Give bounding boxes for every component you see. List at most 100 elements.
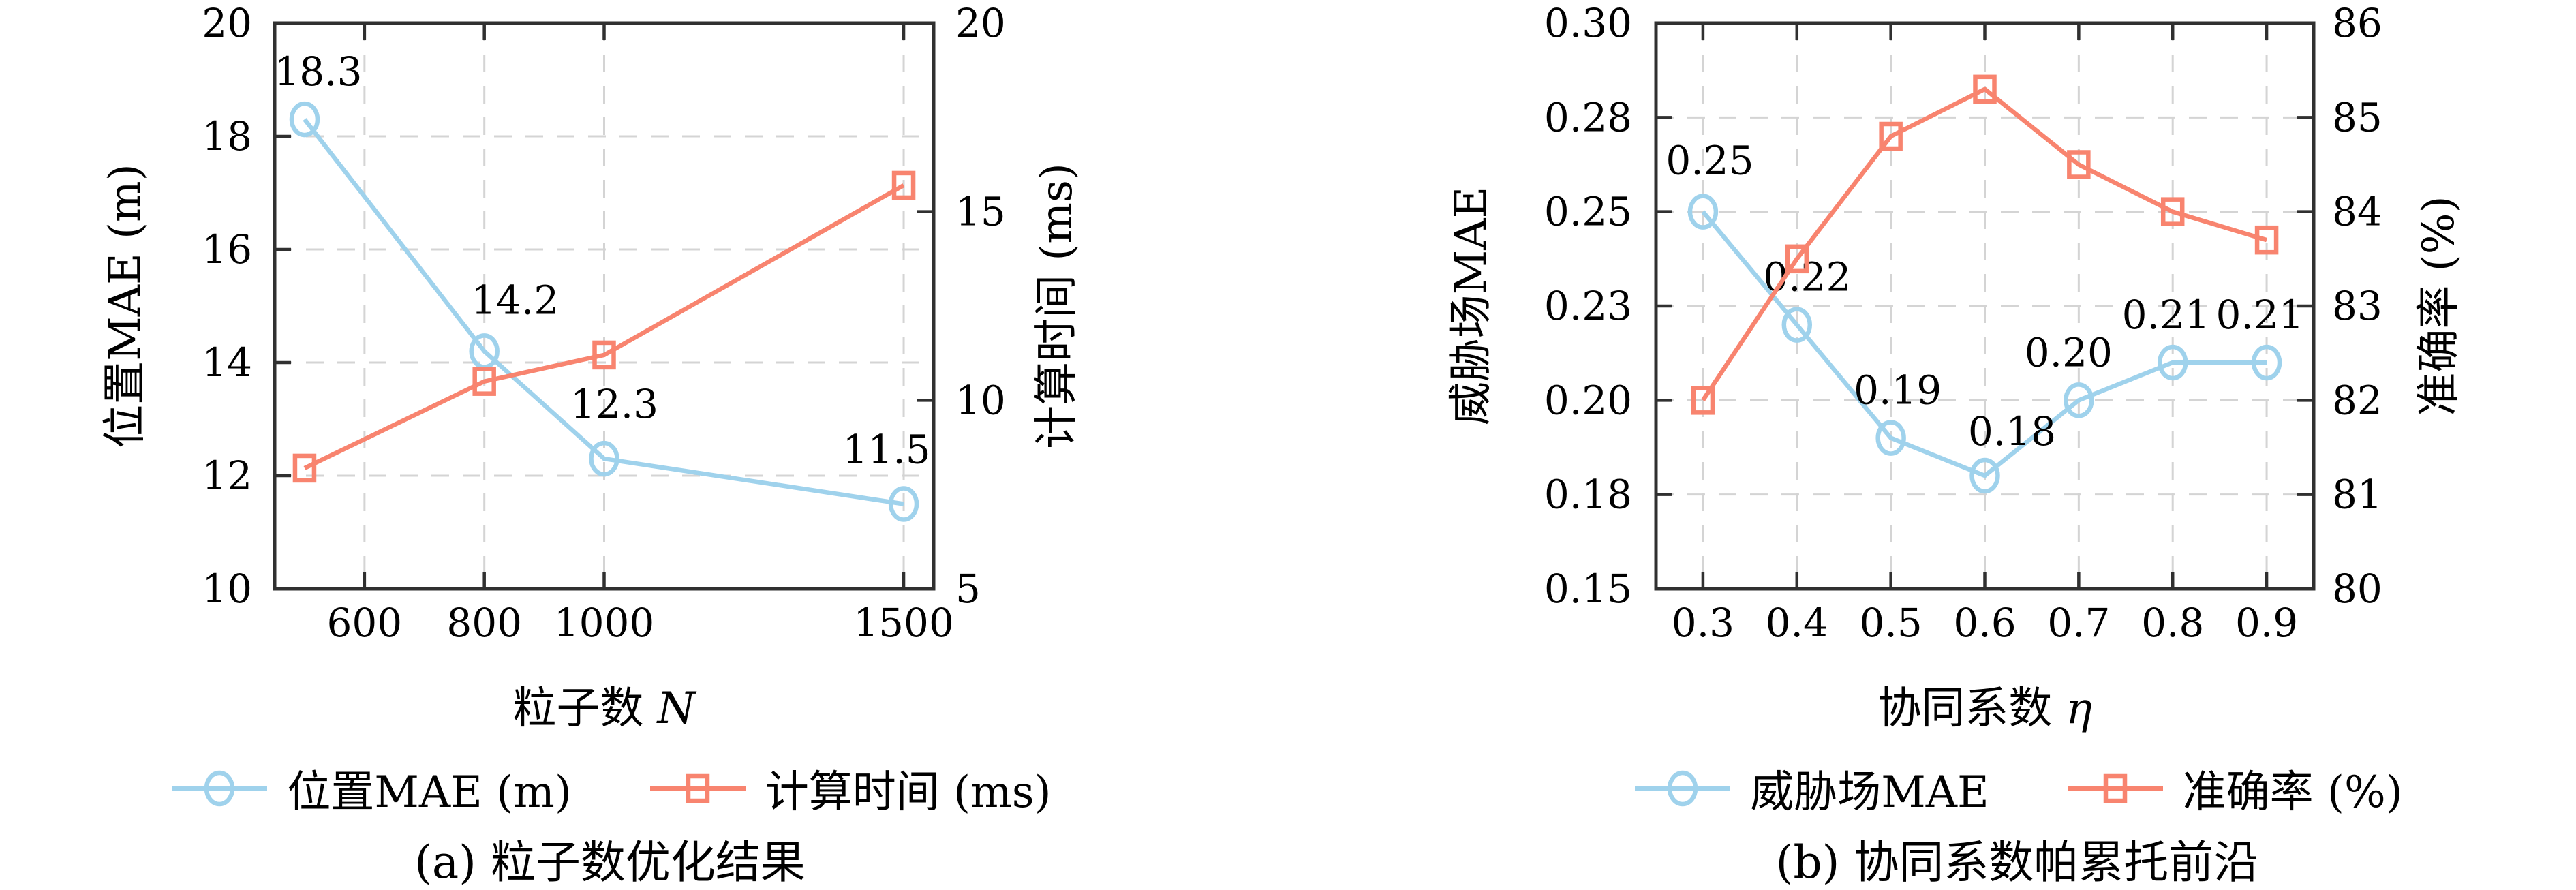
legend-item-position-mae: 位置MAE (m)	[168, 757, 572, 820]
data-point-label: 0.21	[2122, 292, 2210, 338]
chart-b-gridlines	[1656, 23, 2314, 589]
data-point-label: 12.3	[570, 381, 658, 427]
chart-b: 0.250.220.190.180.200.21 0.210.3 0.4 0.5 0.6…	[1446, 0, 2464, 646]
xlabel-a-variable: N	[657, 684, 696, 734]
y-tick-label-left: 20	[202, 0, 252, 46]
xlabel-a-text: 粒子数	[512, 684, 644, 734]
circle-marker-icon	[589, 440, 619, 477]
circle-marker-icon	[289, 101, 320, 138]
y-tick-label-right: 82	[2332, 377, 2382, 423]
y-tick-label-left: 0.23	[1544, 283, 1632, 329]
legend-label-accuracy: 准确率 (%)	[2182, 767, 2403, 818]
chart-b-xaxis-label: 协同系数 η	[1656, 680, 2314, 737]
charts-plot-area: 18.3 14.2 12.3 11.5 600 800 1000 1500 10 12 14 16 18…	[100, 0, 2464, 646]
y-tick-label-right: 81	[2332, 472, 2382, 518]
series-b-1	[1691, 74, 2279, 415]
x-tick-label: 0.9	[2235, 600, 2298, 646]
x-tick-label: 0.8	[2141, 600, 2204, 646]
series-line	[1701, 210, 2267, 478]
y-axis-label-right: 准确率 (%)	[2414, 196, 2464, 416]
circle-marker-icon	[469, 333, 500, 369]
x-tick-label: 0.3	[1672, 600, 1734, 646]
chart-a-tick-labels: 600 800 1000 1500 10 12 14 16 18 20 5 10 15 20	[202, 0, 1006, 646]
legend-item-compute-time: 计算时间 (ms)	[647, 757, 1052, 820]
square-marker-icon	[472, 367, 496, 396]
y-tick-label-right: 5	[955, 566, 981, 612]
x-tick-label: 0.7	[2047, 600, 2110, 646]
y-axis-label-left: 位置MAE (m)	[100, 164, 151, 448]
chart-b-tick-labels: 0.3 0.4 0.5 0.6 0.7 0.8 0.9 0.15 0.18 0.20 0.23 0.2…	[1544, 0, 2382, 646]
y-tick-label-right: 20	[955, 0, 1006, 46]
y-tick-label-left: 0.28	[1544, 94, 1632, 140]
square-marker-icon	[2254, 225, 2279, 255]
y-tick-label-right: 15	[955, 189, 1006, 235]
chart-a-gridlines	[275, 23, 934, 589]
x-tick-label: 800	[446, 600, 522, 646]
y-tick-label-right: 10	[955, 377, 1006, 423]
data-point-label: 0.25	[1666, 138, 1753, 184]
circle-marker-icon	[1635, 770, 1731, 807]
y-tick-label-right: 86	[2332, 0, 2382, 46]
chart-b-legend: 威胁场MAE 准确率 (%)	[1458, 758, 2576, 819]
x-tick-label: 0.5	[1860, 600, 1922, 646]
y-tick-label-left: 14	[202, 339, 252, 386]
data-point-label: 14.2	[471, 277, 559, 323]
legend-item-threat-mae: 威胁场MAE	[1631, 757, 1989, 820]
circle-marker-icon	[1875, 420, 1906, 456]
y-tick-label-left: 0.25	[1544, 189, 1632, 235]
square-marker-icon	[2160, 197, 2185, 226]
circle-marker-icon	[172, 770, 268, 807]
circle-marker-icon	[1781, 307, 1813, 343]
legend-label-position-mae: 位置MAE (m)	[287, 767, 572, 818]
data-point-label: 0.19	[1854, 367, 1942, 414]
x-tick-label: 600	[327, 600, 403, 646]
data-point-label: 0.21	[2216, 292, 2304, 338]
circle-marker-icon	[1687, 194, 1719, 230]
square-marker-icon	[891, 170, 916, 200]
circle-marker-icon	[2157, 344, 2188, 381]
square-marker-icon	[1879, 121, 1903, 151]
circle-marker-icon	[888, 486, 919, 522]
square-marker-icon	[1691, 386, 1715, 415]
y-tick-label-right: 83	[2332, 283, 2382, 329]
chart-b-ticks	[1656, 21, 2314, 591]
legend-label-compute-time: 计算时间 (ms)	[765, 767, 1052, 818]
square-marker-icon	[592, 340, 616, 370]
series-a-0: 18.3 14.2 12.3 11.5	[274, 48, 931, 522]
chart-a-xaxis-label: 粒子数 N	[275, 680, 934, 737]
chart-b-caption: (b) 协同系数帕累托前沿	[1775, 836, 2259, 889]
y-tick-label-left: 0.30	[1544, 0, 1632, 46]
data-point-label: 0.20	[2025, 329, 2113, 375]
y-tick-label-right: 84	[2332, 189, 2382, 235]
series-line	[1701, 86, 2268, 402]
y-axis-label-right: 计算时间 (ms)	[1032, 163, 1082, 449]
y-tick-label-left: 10	[202, 566, 252, 612]
circle-marker-icon	[204, 770, 235, 807]
square-marker-icon	[1785, 244, 1809, 274]
square-marker-icon	[292, 453, 317, 483]
y-axis-label-left: 威胁场MAE	[1446, 187, 1497, 425]
square-marker-icon	[649, 773, 746, 803]
series-line	[303, 118, 904, 506]
series-b-0: 0.250.220.190.180.200.21 0.21	[1666, 138, 2304, 494]
y-tick-label-left: 12	[202, 452, 252, 499]
xlabel-b-text: 协同系数	[1877, 684, 2053, 734]
y-tick-label-left: 0.18	[1544, 472, 1632, 518]
legend-label-threat-mae: 威胁场MAE	[1750, 767, 1989, 818]
y-tick-label-left: 16	[202, 226, 252, 273]
x-tick-label: 1500	[853, 600, 954, 646]
y-tick-label-left: 18	[202, 113, 252, 159]
square-marker-icon	[686, 773, 710, 803]
square-marker-icon	[2103, 773, 2127, 803]
chart-a-caption: (a) 粒子数优化结果	[414, 836, 806, 889]
square-marker-icon	[1973, 74, 1997, 104]
circle-marker-icon	[1667, 770, 1698, 807]
data-point-label: 0.18	[1968, 408, 2056, 455]
y-tick-label-left: 0.20	[1544, 377, 1632, 423]
chart-a-legend: 位置MAE (m) 计算时间 (ms)	[0, 758, 1220, 819]
chart-a: 18.3 14.2 12.3 11.5 600 800 1000 1500 10 12 14 16 18…	[100, 0, 1082, 646]
x-tick-label: 0.6	[1953, 600, 2016, 646]
xlabel-b-variable: η	[2066, 684, 2092, 734]
chart-a-ticks	[275, 21, 934, 591]
circle-marker-icon	[2064, 382, 2094, 418]
